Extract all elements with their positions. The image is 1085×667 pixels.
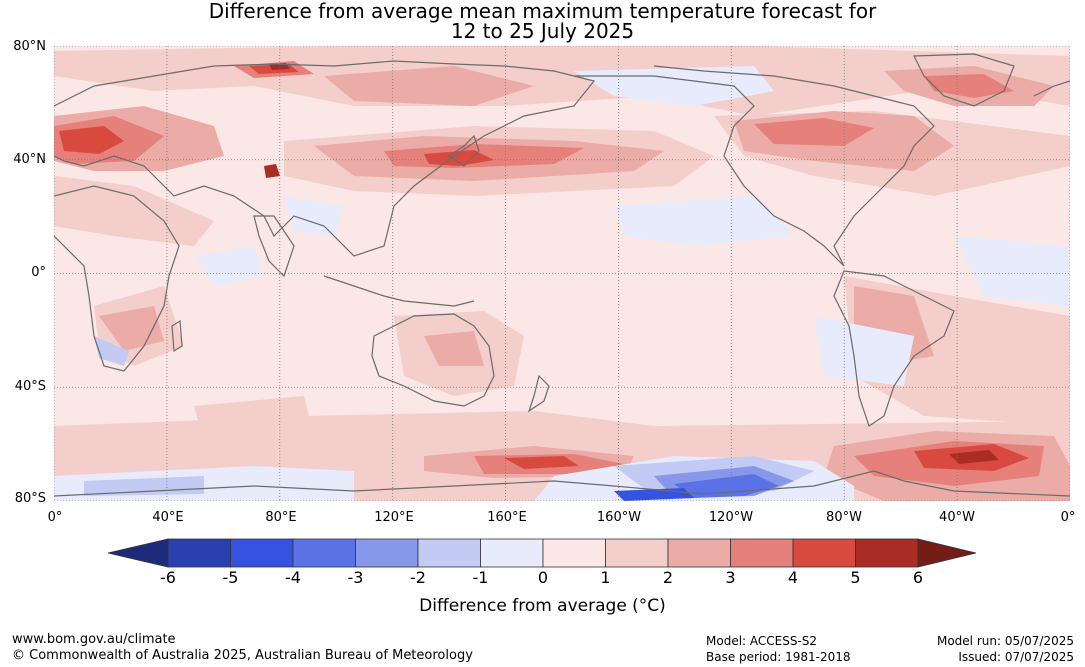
footer-website: www.bom.gov.au/climate xyxy=(12,632,176,647)
map-title-line1: Difference from average mean maximum tem… xyxy=(208,0,877,23)
lon-label-40w: 40°W xyxy=(939,510,975,525)
anomaly-band-neg-4-3 xyxy=(674,474,779,498)
coast-australia xyxy=(371,313,495,407)
footer-model: Model: ACCESS-S2 xyxy=(706,634,818,648)
coast-scandinavia xyxy=(1033,80,1070,97)
coast-indonesia xyxy=(323,275,475,307)
colorbar-segment-1 xyxy=(167,538,231,568)
coast-greenland xyxy=(913,53,1015,107)
colorbar-segment-7 xyxy=(542,538,606,568)
colorbar-tick: -4 xyxy=(285,568,301,587)
coast-japan xyxy=(447,134,480,167)
lon-label-0-left: 0° xyxy=(47,510,63,525)
colorbar-segment-3 xyxy=(292,538,356,568)
colorbar-tick: 0 xyxy=(537,568,549,587)
colorbar-segment-12 xyxy=(855,538,919,568)
coast-north-america xyxy=(574,65,935,267)
colorbar-segment-8 xyxy=(605,538,669,568)
colorbar-segment-6 xyxy=(480,538,544,568)
colorbar-segment-4 xyxy=(355,538,419,568)
coast-new-zealand xyxy=(527,374,550,413)
lon-label-160w: 160°W xyxy=(596,510,642,525)
colorbar-tick: -3 xyxy=(347,568,364,587)
coast-south-america xyxy=(833,270,955,427)
colorbar-tick: -5 xyxy=(222,568,239,587)
lon-label-40e: 40°E xyxy=(152,510,184,525)
colorbar-tick: 2 xyxy=(662,568,674,587)
colorbar-segment-2 xyxy=(230,538,294,568)
colorbar-tick: 5 xyxy=(850,568,861,587)
anomaly-band-5-6 xyxy=(264,63,999,464)
lat-label-40s: 40°S xyxy=(14,379,46,394)
colorbar-tick: -6 xyxy=(160,568,176,587)
lat-label-80n: 80°N xyxy=(13,39,46,54)
footer-model-run: Model run: 05/07/2025 xyxy=(936,634,1074,648)
colorbar-tick: 4 xyxy=(787,568,799,587)
colorbar-segment-5 xyxy=(417,538,481,568)
colorbar-tick: 6 xyxy=(912,568,924,587)
colorbar-segment-11 xyxy=(792,538,856,568)
coast-india xyxy=(253,215,295,278)
coast-antarctica xyxy=(54,470,1070,497)
colorbar-segment-10 xyxy=(730,538,794,568)
footer-base-period: Base period: 1981-2018 xyxy=(706,650,851,664)
lon-label-120w: 120°W xyxy=(708,510,754,525)
footer-issued: Issued: 07/07/2025 xyxy=(958,650,1074,664)
colorbar-label: Difference from average (°C) xyxy=(419,596,666,616)
lat-label-40n: 40°N xyxy=(13,152,46,167)
gridlines xyxy=(54,46,1070,501)
colorbar-tick: -1 xyxy=(472,568,489,587)
map-title-line2: 12 to 25 July 2025 xyxy=(450,19,635,43)
colorbar-tick: 3 xyxy=(725,568,736,587)
colorbar-tick: -2 xyxy=(410,568,426,587)
anomaly-map xyxy=(54,46,1070,501)
lon-label-160e: 160°E xyxy=(487,510,527,525)
lon-label-80e: 80°E xyxy=(265,510,297,525)
lat-label-0: 0° xyxy=(31,265,46,280)
coast-madagascar xyxy=(171,319,183,353)
colorbar-segment-9 xyxy=(667,538,731,568)
footer-copyright: © Commonwealth of Australia 2025, Austra… xyxy=(12,648,473,663)
lon-label-120e: 120°E xyxy=(374,510,414,525)
lon-label-80w: 80°W xyxy=(826,510,862,525)
coast-africa xyxy=(54,185,180,372)
colorbar-tick: 1 xyxy=(600,568,611,587)
coastlines xyxy=(54,53,1070,497)
colorbar-extend-low xyxy=(108,538,169,568)
colorbar xyxy=(108,538,977,568)
colorbar-extend-high xyxy=(917,538,977,568)
lat-label-80s: 80°S xyxy=(14,491,46,506)
coast-eurasia xyxy=(54,60,596,257)
lon-label-0-right: 0° xyxy=(1060,510,1076,525)
